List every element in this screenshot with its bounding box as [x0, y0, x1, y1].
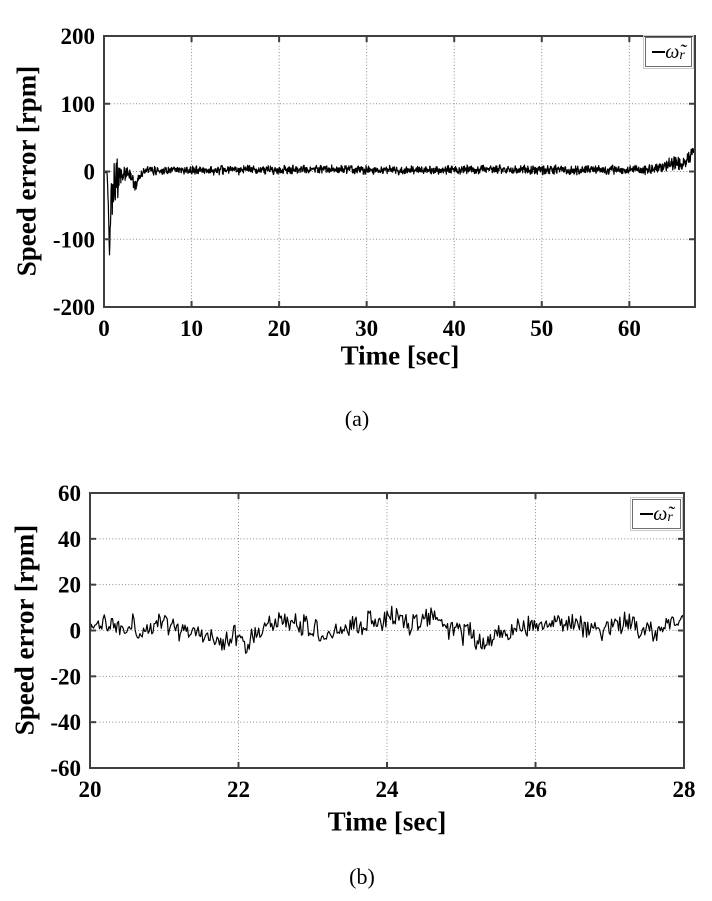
- svg-text:-60: -60: [50, 756, 81, 781]
- svg-text:0: 0: [84, 160, 96, 185]
- svg-text:20: 20: [58, 573, 81, 598]
- svg-text:0: 0: [70, 619, 82, 644]
- chart-b-legend: ω̃ r: [630, 497, 683, 531]
- svg-text:40: 40: [58, 527, 81, 552]
- chart-a-x-axis-label: Time [sec]: [340, 340, 460, 371]
- svg-text:30: 30: [355, 316, 378, 341]
- legend-subscript: r: [667, 510, 673, 525]
- legend-subscript: r: [679, 48, 685, 63]
- svg-text:-200: -200: [53, 295, 95, 320]
- svg-text:60: 60: [58, 481, 81, 506]
- svg-text:-20: -20: [50, 664, 81, 689]
- caption-a: (a): [344, 406, 370, 431]
- svg-text:26: 26: [524, 777, 547, 802]
- caption-b: (b): [349, 864, 375, 889]
- chart-b-x-axis-label: Time [sec]: [327, 806, 447, 837]
- svg-text:50: 50: [530, 316, 553, 341]
- legend-line-sample: [640, 513, 654, 515]
- legend-line-sample: [652, 51, 666, 53]
- legend-omega-symbol: ω̃: [653, 503, 668, 525]
- svg-text:28: 28: [673, 777, 696, 802]
- svg-text:22: 22: [227, 777, 250, 802]
- svg-text:-40: -40: [50, 710, 81, 735]
- chart-a-legend: ω̃ r: [643, 35, 694, 69]
- chart-b-y-axis-label: Speed error [rpm]: [9, 524, 40, 736]
- svg-text:10: 10: [180, 316, 203, 341]
- chart-a-y-axis-label: Speed error [rpm]: [11, 65, 42, 277]
- svg-text:20: 20: [268, 316, 291, 341]
- legend-omega-symbol: ω̃: [665, 41, 680, 63]
- svg-text:0: 0: [98, 316, 110, 341]
- svg-text:40: 40: [443, 316, 466, 341]
- svg-text:24: 24: [376, 777, 400, 802]
- svg-text:100: 100: [61, 92, 96, 117]
- svg-text:-100: -100: [53, 227, 95, 252]
- svg-text:200: 200: [61, 24, 96, 49]
- svg-text:60: 60: [618, 316, 641, 341]
- svg-text:20: 20: [79, 777, 102, 802]
